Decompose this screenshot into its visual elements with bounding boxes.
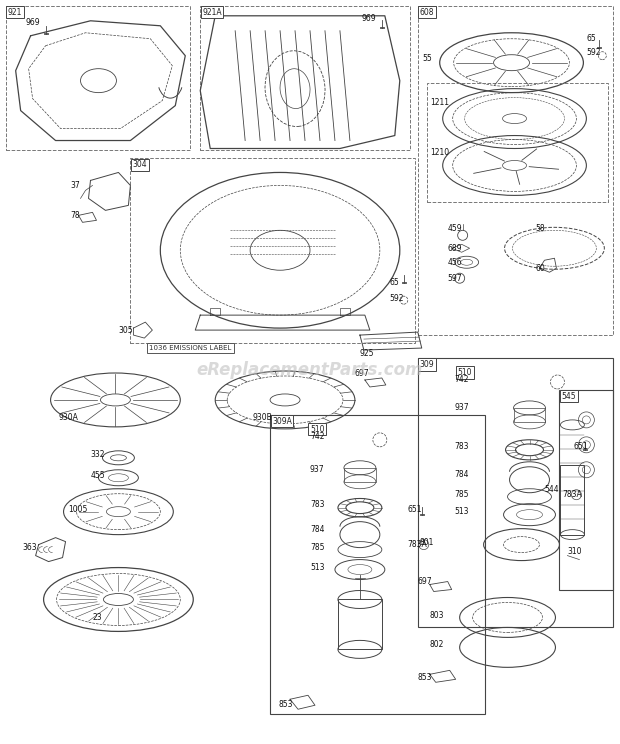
Text: 592: 592 [390,294,404,303]
Text: 1211: 1211 [430,98,449,107]
Text: 803: 803 [430,611,445,620]
Bar [560,465,585,535]
Text: 55: 55 [423,54,433,63]
Text: 921: 921 [7,8,22,17]
Text: 65: 65 [390,278,399,286]
Text: 785: 785 [310,543,324,552]
Text: 742: 742 [454,376,469,385]
Text: 925: 925 [360,348,374,358]
Bar [418,358,613,627]
Text: 785: 785 [454,490,469,499]
Text: 510: 510 [310,425,324,434]
Bar [6,6,190,150]
Text: 651: 651 [574,443,588,452]
Text: 60: 60 [536,263,545,273]
Bar [513,408,546,422]
Text: 783A: 783A [408,540,428,549]
Text: 783A: 783A [562,490,582,499]
Text: 332: 332 [91,450,105,459]
Text: 937: 937 [310,465,325,474]
Text: 305: 305 [118,326,133,335]
Text: 459: 459 [448,224,463,233]
Text: 969: 969 [362,14,376,23]
Text: 309: 309 [420,360,435,369]
Bar [270,415,485,714]
Text: 1036 EMISSIONS LABEL: 1036 EMISSIONS LABEL [149,345,231,351]
Text: 784: 784 [454,470,469,479]
Text: 853: 853 [278,700,293,709]
Text: 309A: 309A [272,417,292,426]
Text: 930B: 930B [252,414,272,423]
Text: 784: 784 [310,525,324,534]
Bar [338,600,382,650]
Text: 697: 697 [355,370,370,379]
Text: 592: 592 [587,48,601,57]
Text: 597: 597 [448,274,463,283]
Text: 513: 513 [454,507,469,516]
Text: 23: 23 [92,613,102,622]
Text: 37: 37 [71,181,80,190]
Text: 742: 742 [310,432,324,441]
Text: 689: 689 [448,244,462,253]
Text: 456: 456 [448,257,463,267]
Text: 651: 651 [408,505,422,514]
Text: 1210: 1210 [430,148,449,157]
Text: 608: 608 [420,8,434,17]
Text: 853: 853 [418,673,432,682]
Text: 969: 969 [25,19,40,28]
Text: eReplacementParts.com: eReplacementParts.com [197,361,423,379]
Bar [559,390,613,589]
Bar [418,6,613,335]
Text: 510: 510 [458,368,472,377]
Bar [344,468,376,482]
Text: 513: 513 [310,563,324,572]
Text: 544: 544 [544,485,559,494]
Text: 1005: 1005 [69,505,88,514]
Text: 310: 310 [567,547,582,556]
Text: 921A: 921A [202,8,222,17]
Text: 697: 697 [418,577,432,586]
Bar [427,83,608,202]
Text: 65: 65 [587,34,596,43]
Text: 78: 78 [71,211,80,219]
Text: 304: 304 [133,161,147,170]
Bar [200,6,410,150]
Text: 802: 802 [430,640,444,649]
Text: 455: 455 [91,471,105,481]
Text: 545: 545 [562,392,576,401]
Text: 937: 937 [454,403,469,412]
Text: 783: 783 [310,500,324,509]
Text: 783: 783 [454,443,469,452]
Text: 801: 801 [420,538,434,547]
Text: 930A: 930A [58,414,79,423]
Text: 363: 363 [23,543,37,552]
Bar [130,158,415,343]
Text: 58: 58 [536,224,545,233]
